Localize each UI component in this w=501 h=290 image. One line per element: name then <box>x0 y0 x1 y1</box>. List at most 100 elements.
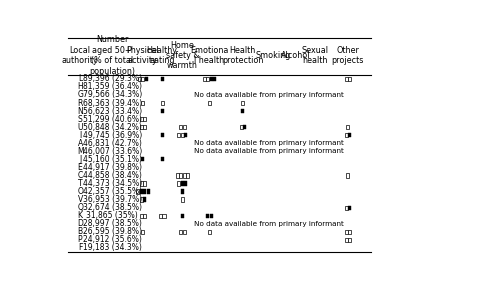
Bar <box>181 182 184 186</box>
Bar <box>177 133 180 137</box>
Text: I: I <box>79 131 81 140</box>
Bar <box>161 109 164 113</box>
Text: 46,831 (42.7%): 46,831 (42.7%) <box>83 139 142 148</box>
Text: 46,007 (33.6%): 46,007 (33.6%) <box>83 147 142 156</box>
Bar <box>181 214 184 218</box>
Text: Alcohol: Alcohol <box>281 51 310 60</box>
Bar <box>179 125 182 129</box>
Bar <box>241 101 244 105</box>
Bar <box>203 77 206 81</box>
Bar <box>206 77 209 81</box>
Text: L: L <box>78 74 82 83</box>
Bar <box>141 230 144 234</box>
Bar <box>239 125 242 129</box>
Text: Smoking: Smoking <box>256 51 291 60</box>
Text: Emotiona
l health: Emotiona l health <box>190 46 228 65</box>
Bar <box>140 182 143 186</box>
Bar <box>140 214 143 218</box>
Bar <box>179 173 182 177</box>
Bar <box>345 238 348 242</box>
Text: N: N <box>77 106 83 115</box>
Bar <box>141 77 144 81</box>
Bar <box>143 125 146 129</box>
Bar <box>208 101 211 105</box>
Bar <box>143 117 146 121</box>
Text: 45,160 (35.1%): 45,160 (35.1%) <box>83 155 142 164</box>
Bar <box>182 173 186 177</box>
Bar <box>348 206 351 210</box>
Text: 56,623 (33.4%): 56,623 (33.4%) <box>83 106 142 115</box>
Bar <box>181 133 184 137</box>
Bar <box>345 133 348 137</box>
Text: P: P <box>78 235 82 244</box>
Bar <box>181 197 184 202</box>
Bar <box>186 173 189 177</box>
Text: No data available from primary informant: No data available from primary informant <box>193 140 344 146</box>
Bar <box>243 125 246 129</box>
Text: B: B <box>78 227 83 236</box>
Text: G: G <box>77 90 83 99</box>
Text: R: R <box>77 99 83 108</box>
Text: No data available from primary informant: No data available from primary informant <box>193 221 344 227</box>
Text: Home
safety &
warmth: Home safety & warmth <box>165 41 199 70</box>
Text: 28,997 (38.5%): 28,997 (38.5%) <box>83 219 142 228</box>
Bar <box>210 214 213 218</box>
Text: 31,865 (35%): 31,865 (35%) <box>86 211 138 220</box>
Text: 44,917 (39.8%): 44,917 (39.8%) <box>83 163 142 172</box>
Bar <box>159 214 162 218</box>
Text: Healthy
eating: Healthy eating <box>147 46 178 65</box>
Bar <box>348 133 351 137</box>
Bar <box>162 214 165 218</box>
Text: J: J <box>79 155 81 164</box>
Bar <box>210 77 213 81</box>
Text: 24,912 (35.6%): 24,912 (35.6%) <box>83 235 142 244</box>
Bar <box>182 125 186 129</box>
Text: U: U <box>77 123 83 132</box>
Text: No data available from primary informant: No data available from primary informant <box>193 92 344 98</box>
Text: Physical
activity: Physical activity <box>127 46 159 65</box>
Bar <box>208 230 211 234</box>
Text: Number
aged 50+
(% of total
population): Number aged 50+ (% of total population) <box>89 35 135 76</box>
Bar <box>348 238 351 242</box>
Bar <box>140 125 143 129</box>
Text: Q: Q <box>77 203 83 212</box>
Bar <box>181 189 184 194</box>
Bar <box>143 182 146 186</box>
Bar <box>175 173 179 177</box>
Bar <box>143 214 146 218</box>
Bar <box>345 230 348 234</box>
Bar <box>348 230 351 234</box>
Text: 49,745 (36.9%): 49,745 (36.9%) <box>83 131 142 140</box>
Bar <box>146 189 150 194</box>
Text: V: V <box>78 195 83 204</box>
Text: 79,566 (34.3%): 79,566 (34.3%) <box>83 90 142 99</box>
Text: 44,373 (34.5%): 44,373 (34.5%) <box>83 179 142 188</box>
Bar <box>348 77 351 81</box>
Bar <box>346 125 349 129</box>
Text: 44,858 (38.4%): 44,858 (38.4%) <box>83 171 142 180</box>
Bar <box>177 182 180 186</box>
Bar <box>143 197 146 202</box>
Bar <box>184 133 187 137</box>
Bar <box>184 182 187 186</box>
Text: 50,848 (34.2%): 50,848 (34.2%) <box>83 123 142 132</box>
Text: O: O <box>77 187 83 196</box>
Bar <box>345 77 348 81</box>
Bar <box>345 206 348 210</box>
Text: No data available from primary informant: No data available from primary informant <box>193 148 344 154</box>
Text: 51,299 (40.6%): 51,299 (40.6%) <box>83 115 142 124</box>
Bar <box>161 101 164 105</box>
Bar <box>145 77 148 81</box>
Bar <box>161 133 164 137</box>
Text: C: C <box>78 171 83 180</box>
Text: D: D <box>77 219 83 228</box>
Text: 19,183 (34.3%): 19,183 (34.3%) <box>83 243 142 252</box>
Text: A: A <box>78 139 83 148</box>
Text: M: M <box>77 147 83 156</box>
Text: 42,357 (35.5%): 42,357 (35.5%) <box>83 187 142 196</box>
Text: Sexual
health: Sexual health <box>302 46 328 65</box>
Bar <box>206 214 209 218</box>
Text: 26,595 (39.8%): 26,595 (39.8%) <box>83 227 142 236</box>
Bar <box>140 197 143 202</box>
Text: Health
protection: Health protection <box>222 46 264 65</box>
